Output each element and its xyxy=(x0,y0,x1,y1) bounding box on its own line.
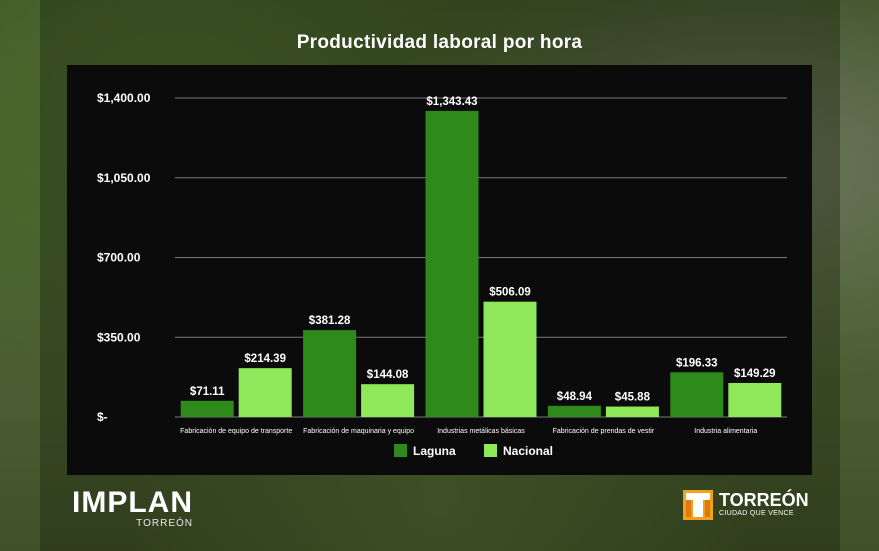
data-label: $45.88 xyxy=(615,392,651,404)
torreon-logo-text: TORREÓN xyxy=(719,490,809,510)
torreon-tower-icon xyxy=(683,490,713,520)
implan-logo: IMPLAN TORREÓN xyxy=(72,486,193,530)
x-tick-label: Fabricación de equipo de transporte xyxy=(180,428,292,435)
data-label: $214.39 xyxy=(244,353,286,365)
chart-panel: $- $350.00 $700.00 $1,050.00 $1,400.00 $71.11… xyxy=(67,65,812,475)
data-label: $48.94 xyxy=(557,391,593,403)
torreon-logo: TORREÓN CIUDAD QUE VENCE xyxy=(683,490,809,520)
bar-nacional xyxy=(361,384,415,417)
implan-logo-text: IMPLAN xyxy=(72,486,193,519)
data-label: $144.08 xyxy=(367,369,409,381)
implan-logo-subtext: TORREÓN xyxy=(136,518,193,529)
x-tick-label: Industria alimentaria xyxy=(694,428,757,435)
data-label: $149.29 xyxy=(734,368,776,380)
legend-label-nacional: Nacional xyxy=(503,444,553,458)
legend-label-laguna: Laguna xyxy=(413,444,456,458)
x-tick-label: Fabricación de maquinaria y equipo xyxy=(303,428,414,435)
chart-title: Productividad laboral por hora xyxy=(296,32,583,53)
y-tick-label: $1,400.00 xyxy=(97,91,151,105)
x-tick-label: Industrias metálicas básicas xyxy=(437,428,525,435)
data-label: $71.11 xyxy=(190,386,225,398)
x-tick-label: Fabricación de prendas de vestir xyxy=(553,428,655,435)
y-tick-label: $1,050.00 xyxy=(97,171,151,185)
bar-laguna xyxy=(303,330,357,417)
legend-swatch-nacional xyxy=(484,444,497,457)
torreon-logo-subtext: CIUDAD QUE VENCE xyxy=(719,510,794,517)
bar-nacional xyxy=(238,368,292,417)
bar-laguna xyxy=(670,372,724,417)
y-tick-label: $- xyxy=(97,410,108,424)
y-tick-label: $350.00 xyxy=(97,330,141,344)
bar-nacional xyxy=(483,301,537,417)
bar-laguna xyxy=(180,400,234,417)
bar-chart: $- $350.00 $700.00 $1,050.00 $1,400.00 $71.11… xyxy=(97,91,787,458)
y-tick-label: $700.00 xyxy=(97,251,141,265)
data-label: $506.09 xyxy=(489,287,531,299)
legend-swatch-laguna xyxy=(394,444,407,457)
data-label: $381.28 xyxy=(309,315,351,327)
bar-nacional xyxy=(728,382,782,417)
data-label: $1,343.43 xyxy=(426,96,477,108)
bar-laguna xyxy=(425,110,479,417)
data-label: $196.33 xyxy=(676,357,718,369)
bar-laguna xyxy=(547,405,601,417)
bar-nacional xyxy=(605,406,659,417)
